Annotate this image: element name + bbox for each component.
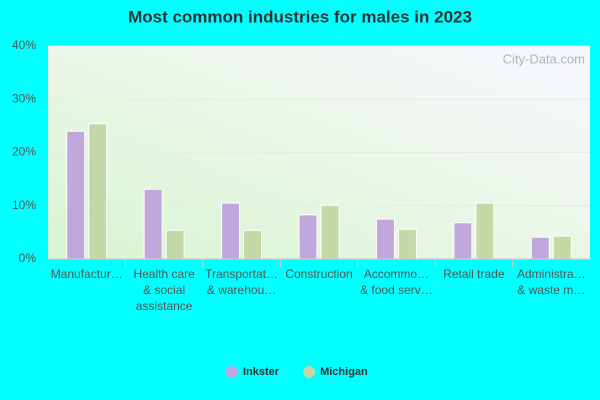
bar xyxy=(165,229,185,260)
bar xyxy=(221,202,241,260)
bar xyxy=(552,235,572,260)
bar xyxy=(243,229,263,260)
x-tick-label: Construction xyxy=(285,267,352,281)
bar xyxy=(530,236,550,260)
bar xyxy=(66,130,86,260)
watermark: City-Data.com xyxy=(503,51,585,66)
x-tick-label: & food serv… xyxy=(360,283,433,297)
x-tick-label: Retail trade xyxy=(443,267,505,281)
y-tick-label: 30% xyxy=(12,91,36,105)
x-tick-label: & waste m… xyxy=(517,283,585,297)
x-tick-label: assistance xyxy=(136,299,193,313)
bar xyxy=(143,188,163,260)
bar xyxy=(397,228,417,260)
y-tick-label: 0% xyxy=(19,251,37,265)
x-tick-label: Administra… xyxy=(517,267,586,281)
x-tick-label: Health care xyxy=(133,267,195,281)
chart-title: Most common industries for males in 2023 xyxy=(128,7,472,26)
x-tick-label: & warehou… xyxy=(207,283,276,297)
bar xyxy=(453,222,473,260)
y-tick-label: 40% xyxy=(12,38,36,52)
x-tick-label: Transportat… xyxy=(205,267,278,281)
legend-swatch xyxy=(303,366,316,378)
y-tick-label: 10% xyxy=(12,198,36,212)
y-tick-label: 20% xyxy=(12,145,36,159)
legend-label: Inkster xyxy=(243,366,280,378)
legend-label: Michigan xyxy=(320,366,368,378)
bar xyxy=(375,218,395,260)
x-tick-label: Manufactur… xyxy=(51,267,123,281)
x-tick-label: & social xyxy=(143,283,185,297)
legend-swatch xyxy=(226,366,238,378)
x-tick-label: Accommo… xyxy=(364,267,429,281)
bar xyxy=(320,204,340,260)
bar xyxy=(475,202,495,260)
bar xyxy=(88,123,108,260)
bar xyxy=(298,214,318,260)
